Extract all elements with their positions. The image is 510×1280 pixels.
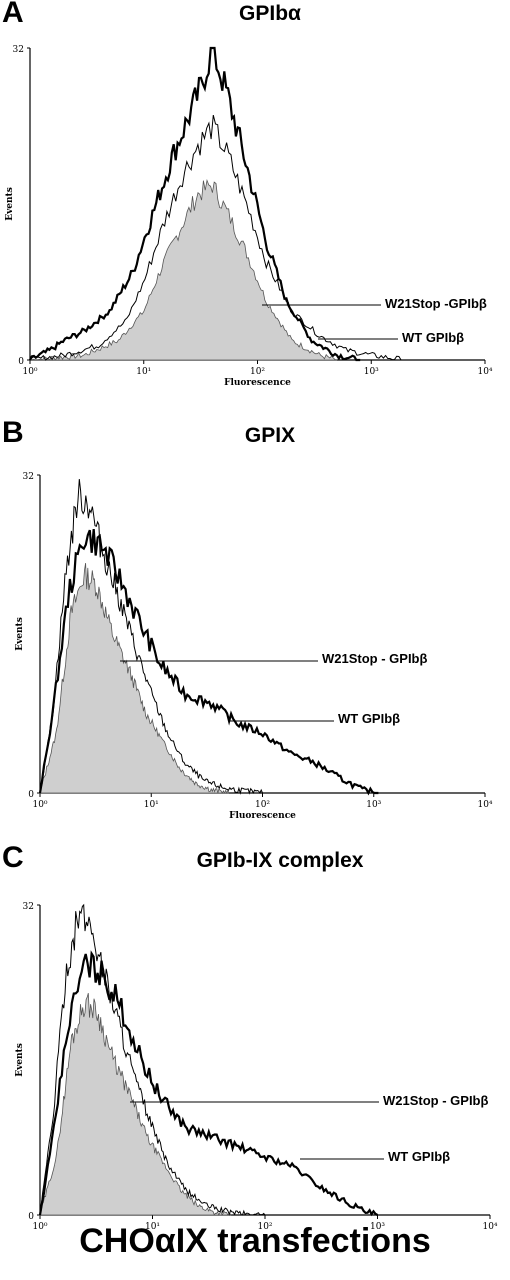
y-tick-label: 32	[13, 45, 24, 55]
y-axis-label: Events	[15, 1043, 25, 1077]
x-tick-label: 10²	[255, 800, 270, 810]
x-tick-label: 10¹	[144, 800, 159, 810]
panel-b: B GPIX 10⁰ 10¹ 10² 10³ 10⁴ 0 32 Fluorescence Eve…	[0, 416, 510, 821]
histogram-line-wt	[39, 479, 263, 795]
x-tick-label: 10⁴	[477, 800, 492, 810]
series-annotation: WT GPIbβ	[402, 330, 464, 345]
x-tick-label: 10²	[250, 367, 265, 377]
series-annotation: W21Stop -GPIbβ	[385, 296, 487, 311]
panel-letter: B	[2, 416, 24, 449]
x-axis-label: Fluorescence	[229, 811, 296, 821]
histogram-filled-area	[39, 992, 232, 1217]
histogram-line-w21stop	[38, 529, 379, 796]
x-tick-label: 10²	[257, 1222, 272, 1230]
panel-title: GPIbα	[239, 2, 301, 25]
y-tick-label: 32	[23, 902, 34, 912]
histogram-filled-area	[39, 563, 230, 795]
x-tick-label: 10¹	[145, 1222, 160, 1230]
series-annotation: W21Stop - GPIbβ	[383, 1093, 489, 1108]
series-annotation: WT GPIbβ	[338, 711, 400, 726]
x-tick-label: 10¹	[136, 367, 151, 377]
y-tick-label: 0	[28, 1212, 34, 1222]
figure-caption: CHOαIX transfections	[79, 1222, 431, 1260]
panel-title: GPIX	[244, 424, 296, 447]
y-axis-label: Events	[5, 187, 15, 221]
y-tick-label: 0	[28, 790, 34, 800]
x-tick-label: 10⁴	[482, 1222, 497, 1230]
series-annotation: WT GPIbβ	[388, 1149, 450, 1164]
x-tick-label: 10⁰	[32, 800, 47, 810]
panel-a: A GPIbα 10⁰ 10¹ 10² 10³ 10⁴ 0 32 Fluorescence Ev…	[0, 0, 510, 385]
x-tick-label: 10³	[366, 800, 381, 810]
panel-letter: C	[2, 841, 24, 874]
histogram-line-w21stop	[38, 950, 379, 1217]
x-tick-label: 10³	[370, 1222, 385, 1230]
x-tick-label: 10⁰	[22, 367, 37, 377]
histogram-line-w21stop	[29, 46, 361, 362]
y-tick-label: 32	[23, 472, 34, 482]
histogram-plot: 10⁰ 10¹ 10² 10³ 10⁴ 0 32 Fluorescence Events W21S…	[5, 45, 493, 385]
x-tick-label: 10⁰	[32, 1222, 47, 1230]
x-axis-label: Fluorescence	[224, 378, 291, 385]
x-tick-label: 10⁴	[477, 367, 492, 377]
y-tick-label: 0	[18, 357, 24, 367]
histogram-line-wt	[39, 903, 266, 1216]
histogram-line-wt	[29, 114, 406, 361]
y-axis-label: Events	[15, 617, 25, 651]
panel-c: C GPIb-IX complex 10⁰10¹10²10³10⁴032Fluo…	[0, 841, 510, 1230]
histogram-filled-area	[29, 178, 338, 361]
histogram-plot: 10⁰10¹10²10³10⁴032FluorescenceEventsW21S…	[15, 902, 498, 1230]
panel-letter: A	[2, 0, 24, 29]
x-tick-label: 10³	[364, 367, 379, 377]
histogram-plot: 10⁰ 10¹ 10² 10³ 10⁴ 0 32 Fluorescence Events W21S…	[15, 472, 493, 821]
series-annotation: W21Stop - GPIbβ	[322, 651, 428, 666]
panel-title: GPIb-IX complex	[196, 849, 364, 872]
